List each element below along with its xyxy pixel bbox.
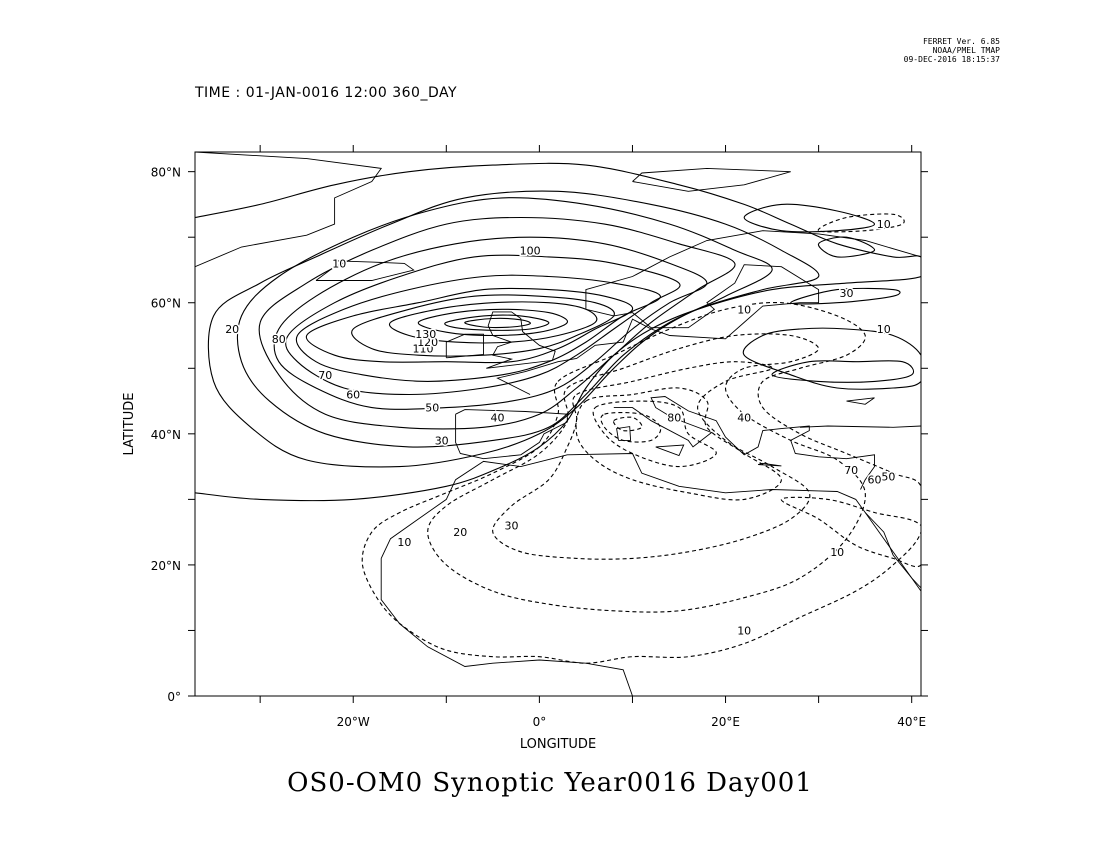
negative-contour-30 [492,361,811,560]
positive-contour-label: 10 [332,257,346,270]
time-label: TIME : 01-JAN-0016 12:00 360_DAY [195,85,458,101]
positive-contour-100 [388,301,598,344]
positive-contour-30 [236,197,773,448]
positive-contour-70 [295,274,661,382]
contour-layer [195,162,921,664]
coastline-layer [195,152,921,696]
positive-contour-90 [351,294,615,357]
negative-contour-label: 40 [737,411,751,424]
positive-contour-120 [444,314,550,331]
positive-contour-label: 20 [225,323,239,336]
stamp-line-2: NOAA/PMEL TMAP [932,46,1000,55]
negative-contour-10 [361,301,921,664]
coastline-segment [486,311,556,369]
negative-contour-60 [600,412,662,443]
stamp-line-1: FERRET Ver. 6.85 [922,37,1000,46]
plot-frame [194,151,922,697]
ferret-version-stamp: FERRET Ver. 6.85 NOAA/PMEL TMAP 09-DEC-2… [850,37,1000,64]
negative-contour-label: 70 [844,464,858,477]
positive-contour-30 [790,287,901,305]
positive-contour-10 [742,327,921,390]
negative-contour-label: 10 [397,536,411,549]
negative-contour-label: 10 [877,218,891,231]
positive-contour-label: 70 [318,369,332,382]
negative-contour-40 [575,387,782,501]
coastline-segment [864,512,921,589]
positive-contour-20 [818,236,876,258]
positive-contour-label: 120 [417,336,438,349]
negative-contour-label: 10 [737,625,751,638]
positive-contour-label: 50 [425,402,439,415]
coastline-segment [757,462,782,467]
positive-contour-50 [273,236,708,410]
positive-contour-10 [743,203,876,233]
negative-contour-70 [613,416,643,432]
coastline-segment [846,397,875,405]
y-tick-label: 20°N [151,559,181,573]
negative-contour-20 [427,333,866,613]
positive-contour-80 [305,287,634,364]
negative-contour-label: 20 [453,526,467,539]
coastline-segment [655,444,685,457]
positive-contour-label: 60 [346,389,360,402]
positive-contour-label: 80 [272,333,286,346]
positive-contour-10 [195,162,921,502]
x-tick-label: 40°E [897,715,926,729]
negative-contour-label: 30 [505,520,519,533]
y-tick-label: 0° [167,690,181,704]
coastline-segment [315,260,415,281]
negative-contour-10 [780,496,921,568]
positive-contour-label: 10 [877,323,891,336]
y-tick-label: 60°N [151,297,181,311]
positive-contour-label: 110 [413,343,434,356]
positive-contour-40 [258,216,736,430]
tick-layer: 20°W 0° 20°E 40°E 0° 20°N 40°N 60°N 80°N [151,145,928,729]
positive-contour-label: 30 [435,434,449,447]
positive-contour-20 [771,360,915,383]
coastline-segment [799,425,921,428]
y-tick-label: 80°N [151,166,181,180]
positive-contour-60 [285,254,681,396]
x-axis-title: LONGITUDE [520,737,596,752]
stamp-line-3: 09-DEC-2016 18:15:37 [903,55,1000,64]
negative-contour-label: 60 [868,474,882,487]
coastline-segment [380,453,921,696]
negative-contour-label: 10 [737,303,751,316]
coastline-segment [195,152,383,268]
y-tick-label: 40°N [151,428,181,442]
coastline-segment [632,167,791,192]
x-tick-label: 0° [533,715,547,729]
positive-contour-label: 30 [840,287,854,300]
x-tick-label: 20°E [711,715,740,729]
coastline-segment [455,409,568,460]
positive-contour-label: 130 [415,328,436,341]
positive-contour-20 [207,190,820,468]
positive-contour-130 [464,317,531,329]
coastline-segment [496,230,921,395]
negative-contour-50 [592,400,717,468]
y-axis-title: LATITUDE [122,393,137,456]
chart-title: OS0-OM0 Synoptic Year0016 Day001 [287,768,813,798]
coastline-segment [445,333,484,359]
negative-contour-10 [817,213,905,233]
positive-contour-110 [417,308,568,337]
positive-contour-label: 100 [520,244,541,257]
positive-contour-label: 40 [491,411,505,424]
coastline-segment [613,396,875,490]
negative-contour-label: 50 [881,470,895,483]
negative-contour-label: 80 [667,411,681,424]
x-tick-label: 20°W [337,715,370,729]
negative-contour-label: 10 [830,546,844,559]
coastline-segment [616,426,632,441]
